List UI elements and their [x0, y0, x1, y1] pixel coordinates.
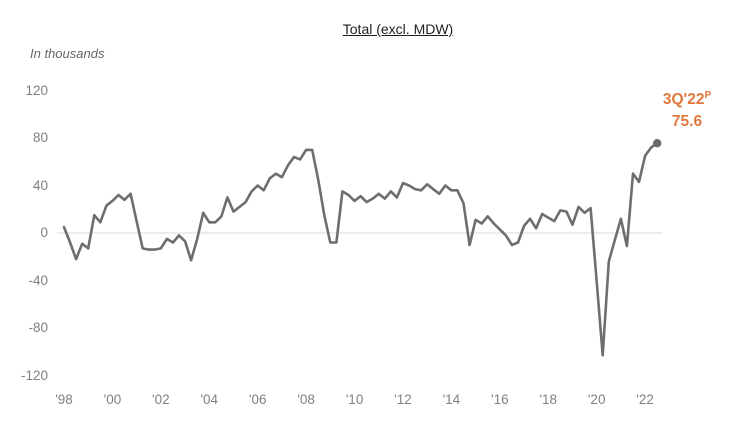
x-axis-tick-label: '00 — [103, 392, 122, 407]
x-axis-tick-label: '18 — [539, 392, 558, 407]
preliminary-superscript: P — [704, 90, 712, 101]
y-axis-tick-label: -120 — [20, 367, 48, 383]
x-axis-tick-label: '20 — [587, 392, 606, 407]
x-axis-tick-label: '06 — [248, 392, 267, 407]
data-series-line — [62, 141, 659, 357]
callout-quarter-label: 3Q'22P — [662, 90, 712, 109]
y-axis-tick-label: -40 — [28, 272, 48, 288]
x-axis-tick-label: '12 — [394, 392, 412, 407]
x-axis-tick-label: '02 — [152, 392, 170, 407]
y-axis-unit-note: In thousands — [30, 46, 105, 61]
chart-title: Total (excl. MDW) — [342, 21, 454, 37]
callout-value: 75.6 — [671, 113, 703, 131]
y-axis-tick-label: 0 — [40, 225, 48, 240]
x-axis-tick-label: '14 — [442, 392, 461, 407]
x-axis-tick-label: '16 — [491, 392, 509, 407]
x-axis-tick-label: '04 — [200, 392, 219, 407]
last-point-marker — [653, 139, 662, 148]
y-axis-tick-label: 120 — [25, 82, 48, 98]
x-axis-tick-label: '10 — [345, 392, 364, 407]
y-axis-tick-label: 80 — [32, 130, 48, 145]
last-point-callout: 3Q'22P 75.6 — [663, 85, 711, 133]
y-axis-tick-label: 40 — [32, 177, 48, 193]
x-axis-tick-label: '98 — [55, 392, 73, 407]
y-axis-tick-label: -80 — [28, 320, 48, 335]
x-axis-tick-label: '22 — [636, 392, 654, 407]
x-axis-tick-label: '08 — [297, 392, 315, 407]
